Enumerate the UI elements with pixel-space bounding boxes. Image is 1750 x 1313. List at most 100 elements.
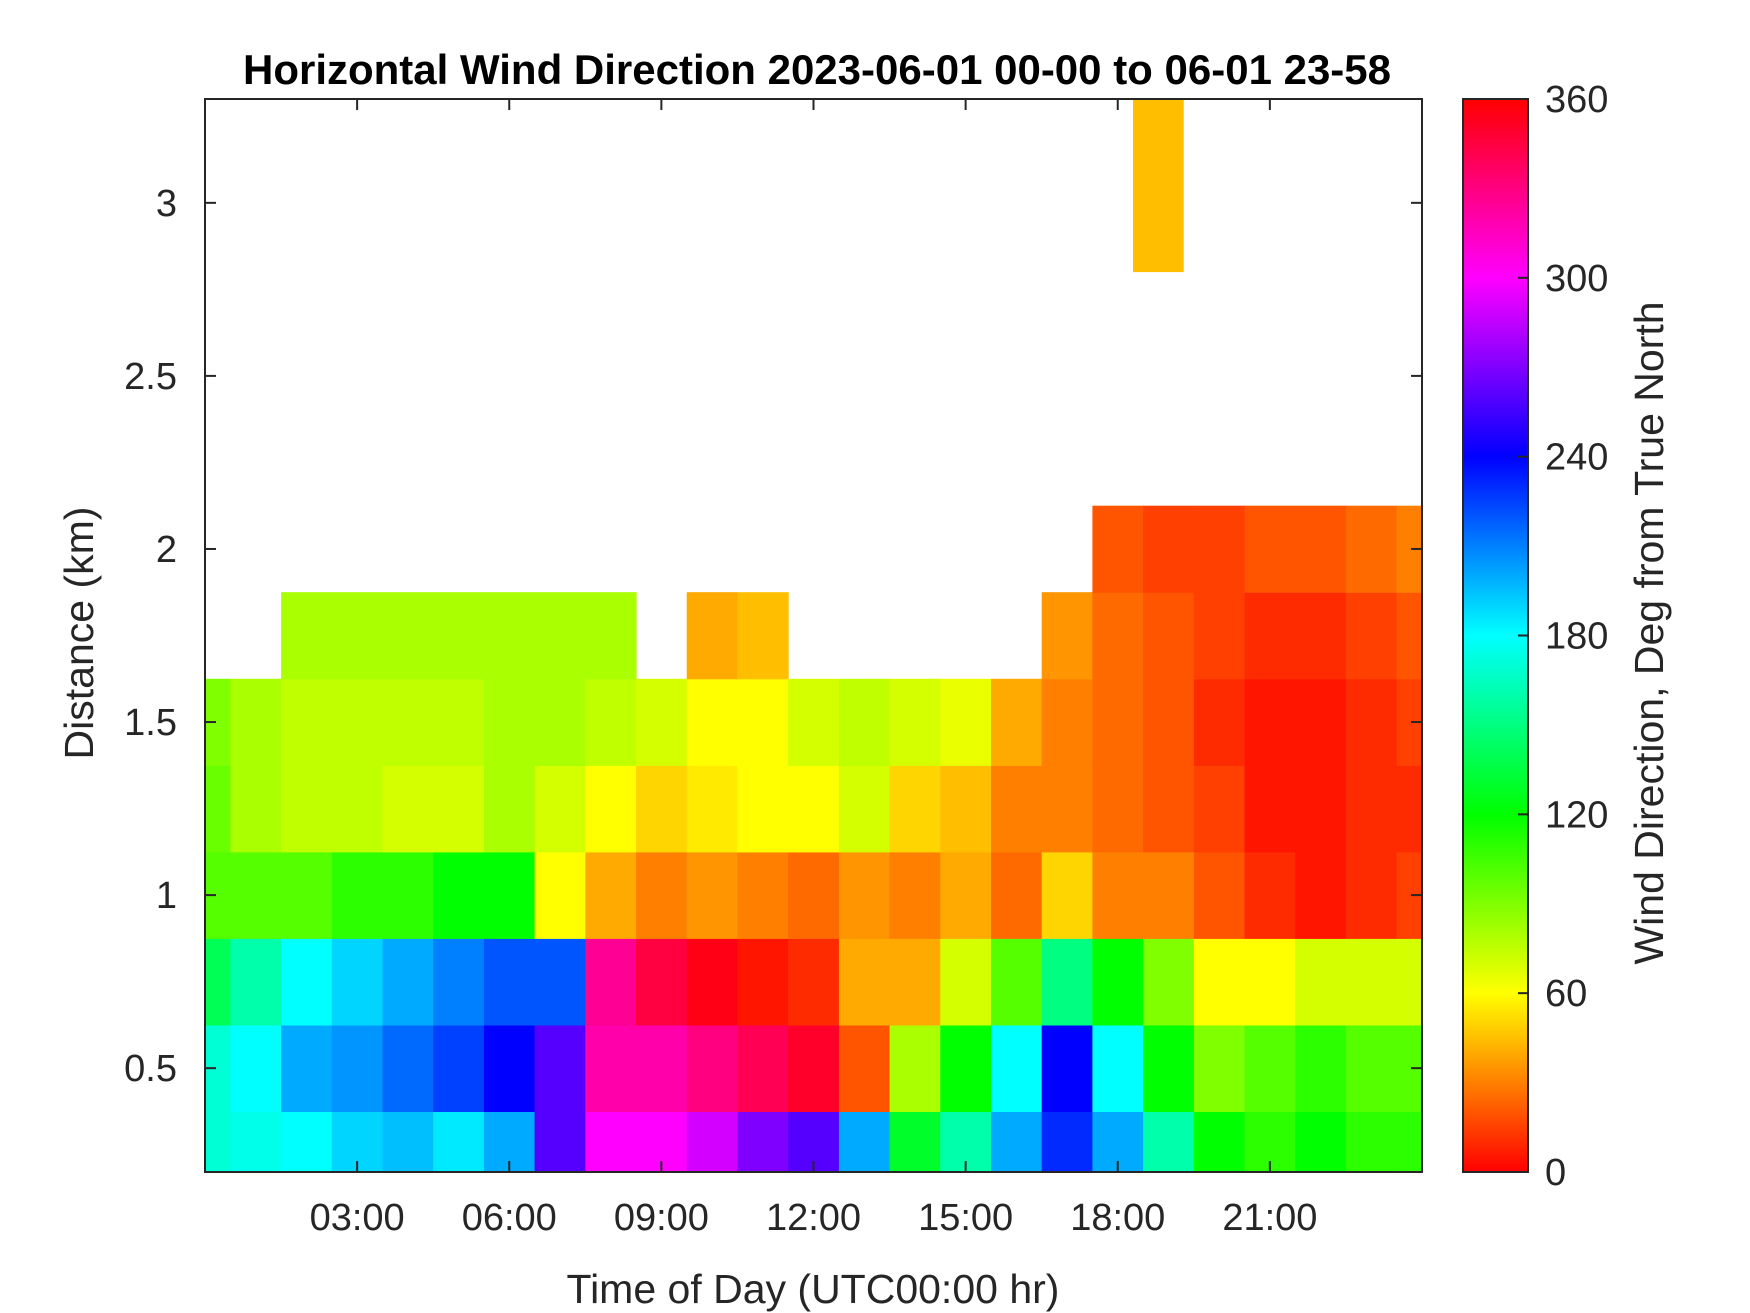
heatmap-cell — [1345, 765, 1398, 853]
heatmap-cell — [534, 678, 586, 766]
heatmap-cell — [1143, 1024, 1195, 1112]
heatmap-cell — [433, 765, 485, 853]
heatmap-cell — [1244, 938, 1296, 1026]
heatmap-cell — [838, 851, 891, 939]
heatmap-cell — [534, 765, 586, 853]
heatmap-cell — [1143, 938, 1195, 1026]
heatmap-cell — [991, 851, 1043, 939]
heatmap-cell — [1193, 1024, 1246, 1112]
heatmap-cell — [1345, 678, 1398, 766]
heatmap-cell — [1345, 938, 1398, 1026]
heatmap-cell — [1345, 592, 1398, 680]
heatmap-cell — [1193, 1111, 1246, 1173]
heatmap-cell — [483, 678, 536, 766]
heatmap-cell — [1244, 851, 1296, 939]
heatmap-cell — [585, 765, 637, 853]
y-axis-label: Distance (km) — [56, 507, 102, 760]
heatmap-cell — [889, 678, 941, 766]
heatmap-cell — [1345, 1111, 1398, 1173]
heatmap-cell — [889, 938, 941, 1026]
heatmap-cell — [281, 678, 333, 766]
heatmap-cell — [737, 678, 789, 766]
heatmap-cell — [483, 765, 536, 853]
heatmap-cell — [1396, 938, 1423, 1026]
heatmap-cell — [281, 1111, 333, 1173]
heatmap-cell — [686, 1024, 738, 1112]
heatmap-cell — [788, 851, 840, 939]
heatmap-cell — [585, 938, 637, 1026]
heatmap-cell — [281, 765, 333, 853]
heatmap-cell — [1092, 765, 1144, 853]
heatmap-cells — [205, 99, 1423, 1173]
heatmap-cell — [281, 592, 333, 680]
heatmap-cell — [230, 1024, 282, 1112]
x-tick-label: 18:00 — [1070, 1197, 1165, 1239]
heatmap-cell — [1244, 592, 1296, 680]
y-tick-label: 2 — [156, 529, 177, 571]
heatmap-cell — [382, 678, 434, 766]
x-tick-label: 03:00 — [310, 1197, 405, 1239]
heatmap-cell — [382, 938, 434, 1026]
heatmap-cell — [331, 592, 384, 680]
heatmap-cell — [1244, 1024, 1296, 1112]
heatmap-cell — [1295, 765, 1347, 853]
heatmap-cell — [1244, 678, 1296, 766]
heatmap-cell — [940, 765, 992, 853]
heatmap-cell — [1193, 505, 1246, 593]
heatmap-cell — [838, 938, 891, 1026]
heatmap-cell — [281, 851, 333, 939]
heatmap-cell — [382, 592, 434, 680]
heatmap-cell — [1396, 592, 1423, 680]
heatmap-cell — [737, 938, 789, 1026]
heatmap-cell — [433, 592, 485, 680]
heatmap-cell — [331, 851, 384, 939]
heatmap-cell — [1143, 505, 1195, 593]
heatmap-cell — [940, 938, 992, 1026]
heatmap-cell — [205, 1111, 231, 1173]
heatmap-cell — [1092, 1024, 1144, 1112]
heatmap-cell — [433, 1111, 485, 1173]
colorbar-tick-label: 120 — [1545, 794, 1608, 836]
heatmap-cell — [991, 765, 1043, 853]
chart-title: Horizontal Wind Direction 2023-06-01 00-… — [243, 46, 1391, 93]
x-tick-label: 21:00 — [1222, 1197, 1317, 1239]
heatmap-cell — [1041, 765, 1093, 853]
heatmap-cell — [1041, 592, 1093, 680]
heatmap-cell — [1092, 938, 1144, 1026]
heatmap-cell — [737, 1024, 789, 1112]
heatmap-cell — [331, 1024, 384, 1112]
heatmap-cell — [686, 765, 738, 853]
colorbar-tick-label: 360 — [1545, 79, 1608, 121]
heatmap-cell — [838, 1024, 891, 1112]
heatmap-cell — [991, 1024, 1043, 1112]
heatmap-cell — [1295, 1111, 1347, 1173]
y-tick-label: 0.5 — [124, 1048, 177, 1090]
x-axis-ticks: 03:00 06:00 09:00 12:00 15:00 18:00 21:00 — [310, 99, 1317, 1239]
heatmap-cell — [1295, 678, 1347, 766]
heatmap-cell — [230, 765, 282, 853]
x-tick-label: 06:00 — [462, 1197, 557, 1239]
heatmap-cell — [1143, 765, 1195, 853]
heatmap-cell — [838, 1111, 891, 1173]
heatmap-cell — [534, 1111, 586, 1173]
heatmap-cell — [1041, 1024, 1093, 1112]
heatmap-cell — [205, 938, 231, 1026]
heatmap-cell — [433, 851, 485, 939]
colorbar: 0 60 120 180 240 300 360 Wind Direction, Deg f… — [1462, 79, 1672, 1194]
heatmap-cell — [788, 678, 840, 766]
heatmap-cell — [1193, 851, 1246, 939]
colorbar-gradient — [1463, 99, 1528, 1172]
heatmap-upper-patch — [1133, 99, 1184, 273]
heatmap-cell — [1244, 505, 1296, 593]
heatmap-cell — [483, 938, 536, 1026]
heatmap-cell — [737, 592, 789, 680]
heatmap-cell — [636, 938, 688, 1026]
heatmap-cell — [1295, 592, 1347, 680]
colorbar-tick-label: 0 — [1545, 1152, 1566, 1194]
y-tick-label: 3 — [156, 183, 177, 225]
heatmap-cell — [1345, 1024, 1398, 1112]
heatmap-cell — [1041, 938, 1093, 1026]
heatmap-cell — [1143, 1111, 1195, 1173]
heatmap-cell — [737, 1111, 789, 1173]
